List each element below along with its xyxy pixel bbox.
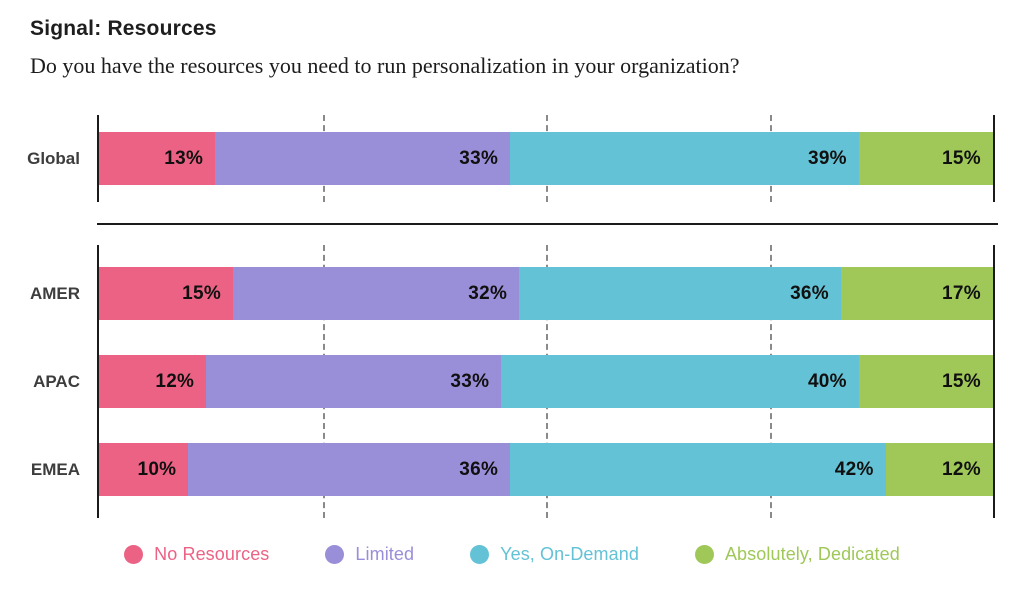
- segment-emea-yes-on-demand: 42%: [510, 443, 886, 496]
- stacked-bar-emea: 10% 36% 42% 12%: [99, 443, 993, 496]
- segment-amer-limited: 32%: [233, 267, 520, 320]
- segment-value-label: 36%: [790, 282, 829, 304]
- segment-value-label: 15%: [942, 370, 981, 392]
- segment-value-label: 40%: [807, 370, 847, 392]
- segment-value-label: 12%: [155, 370, 195, 392]
- legend-dot-no-resources: [124, 545, 144, 564]
- segment-emea-absolutely-dedicated: 12%: [885, 443, 993, 496]
- legend-item-yes-on-demand: Yes, On-Demand: [470, 544, 639, 565]
- segment-value-label: 13%: [164, 147, 204, 169]
- chart-legend: No Resources Limited Yes, On-Demand Absolut…: [0, 544, 1024, 565]
- segment-value-label: 32%: [468, 282, 508, 304]
- segment-value-label: 17%: [942, 282, 981, 304]
- segment-emea-no-resources: 10%: [99, 443, 189, 496]
- legend-item-absolutely-dedicated: Absolutely, Dedicated: [694, 544, 900, 565]
- segment-global-yes-on-demand: 39%: [510, 132, 859, 185]
- legend-label-absolutely-dedicated: Absolutely, Dedicated: [724, 544, 900, 564]
- segment-apac-no-resources: 12%: [99, 355, 207, 408]
- legend-dot-absolutely-dedicated: [694, 545, 714, 564]
- segment-apac-absolutely-dedicated: 15%: [858, 355, 993, 408]
- legend-item-limited: Limited: [325, 544, 414, 565]
- category-label-apac: APAC: [33, 371, 80, 391]
- segment-value-label: 42%: [834, 458, 874, 480]
- segment-global-no-resources: 13%: [99, 132, 216, 185]
- regional-chart-plot: 15% 32% 36% 17% 12% 33% 40% 15% 10% 36% 42% 12%: [97, 245, 995, 518]
- segment-amer-absolutely-dedicated: 17%: [841, 267, 993, 320]
- segment-value-label: 10%: [137, 458, 177, 480]
- chart-separator: [97, 223, 998, 225]
- segment-value-label: 39%: [807, 147, 847, 169]
- global-chart: Global 13% 33% 39% 15%: [0, 115, 995, 202]
- page-title: Signal: Resources: [30, 17, 217, 40]
- segment-value-label: 33%: [459, 147, 499, 169]
- stacked-bar-apac: 12% 33% 40% 15%: [99, 355, 993, 408]
- segment-global-absolutely-dedicated: 15%: [858, 132, 993, 185]
- regional-chart: AMER APAC EMEA 15% 32% 36% 17% 12% 33% 40% 15% 10%…: [0, 245, 995, 518]
- segment-apac-yes-on-demand: 40%: [501, 355, 859, 408]
- legend-label-yes-on-demand: Yes, On-Demand: [500, 544, 639, 564]
- legend-label-no-resources: No Resources: [154, 544, 270, 564]
- segment-apac-limited: 33%: [206, 355, 502, 408]
- segment-value-label: 33%: [450, 370, 490, 392]
- segment-value-label: 15%: [182, 282, 222, 304]
- category-label-emea: EMEA: [30, 459, 80, 479]
- global-chart-plot: 13% 33% 39% 15%: [97, 115, 995, 202]
- survey-question: Do you have the resources you need to ru…: [30, 53, 740, 78]
- stacked-bar-global: 13% 33% 39% 15%: [99, 132, 993, 185]
- segment-value-label: 36%: [459, 458, 499, 480]
- global-chart-labels: Global: [0, 115, 97, 202]
- segment-amer-yes-on-demand: 36%: [519, 267, 841, 320]
- legend-dot-yes-on-demand: [470, 545, 490, 564]
- legend-item-no-resources: No Resources: [124, 544, 269, 565]
- stacked-bar-amer: 15% 32% 36% 17%: [99, 267, 993, 320]
- category-label-amer: AMER: [29, 283, 80, 303]
- segment-value-label: 12%: [942, 458, 981, 480]
- category-label-global: Global: [27, 148, 80, 168]
- segment-global-limited: 33%: [215, 132, 511, 185]
- legend-label-limited: Limited: [355, 544, 415, 564]
- segment-amer-no-resources: 15%: [99, 267, 234, 320]
- segment-emea-limited: 36%: [188, 443, 511, 496]
- regional-chart-labels: AMER APAC EMEA: [0, 245, 97, 518]
- legend-dot-limited: [325, 545, 345, 564]
- segment-value-label: 15%: [942, 147, 981, 169]
